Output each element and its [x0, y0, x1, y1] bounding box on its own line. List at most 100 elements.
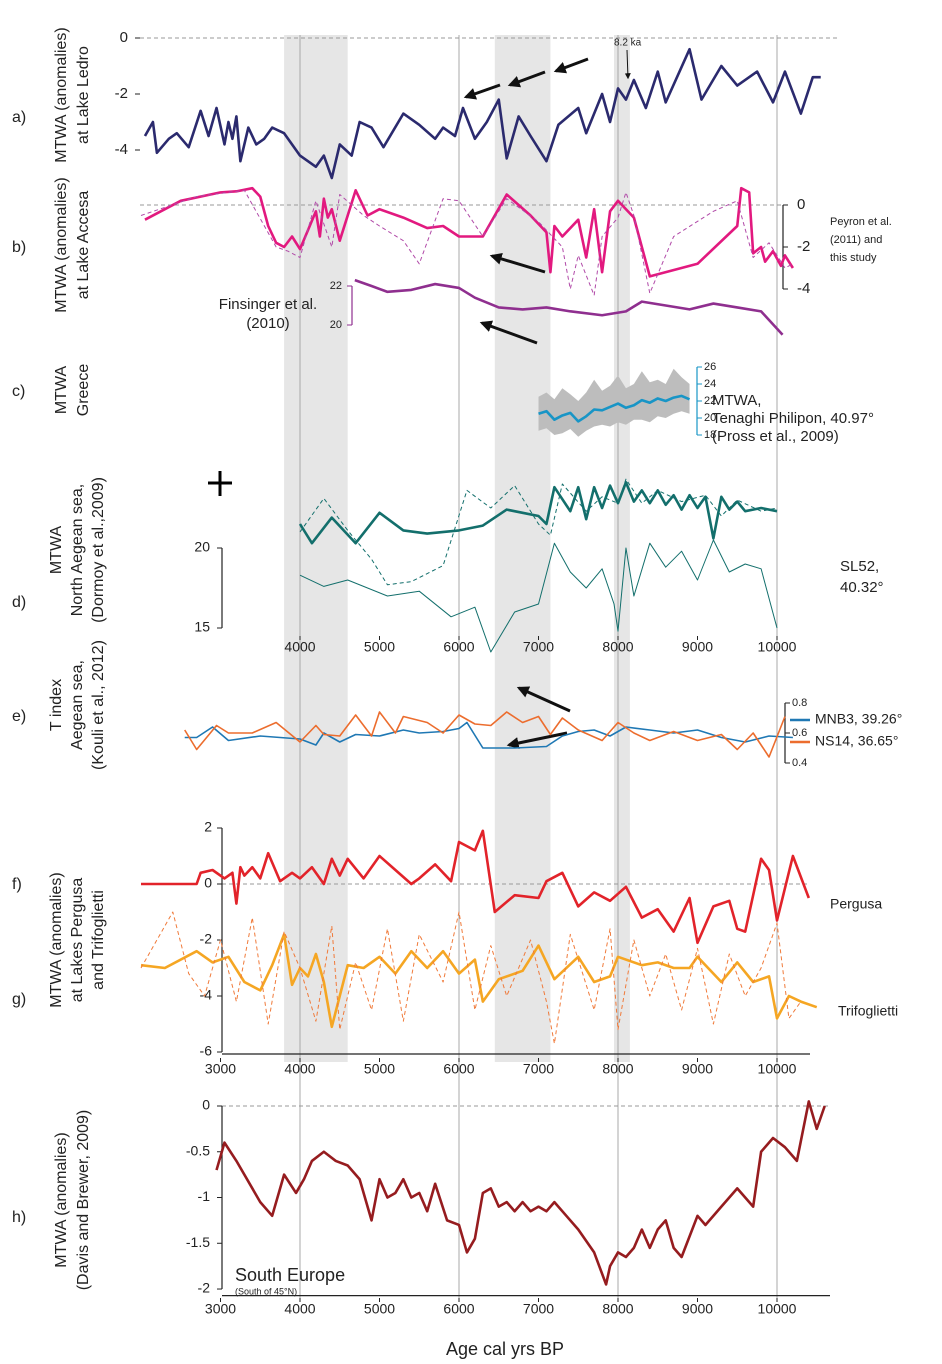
- y-tick-label: 0: [797, 196, 805, 213]
- x-tick-label: 7000: [523, 639, 554, 655]
- y-tick-label: -2: [200, 931, 213, 947]
- annotation: Finsinger et al.: [219, 296, 317, 313]
- x-tick-label: 10000: [758, 1061, 797, 1077]
- shaded-interval: [284, 35, 348, 1062]
- y-tick-label: 0.4: [792, 757, 807, 769]
- shaded-interval: [614, 35, 630, 1062]
- x-tick-label: 3000: [205, 1301, 236, 1317]
- y-axis-label: MTWA (anomalies): [53, 27, 70, 162]
- x-tick-label: 5000: [364, 639, 395, 655]
- annotation: 8.2 ka: [614, 38, 642, 49]
- data-line: [144, 186, 794, 278]
- y-axis-label: Greece: [75, 364, 92, 417]
- x-tick-label: 8000: [602, 639, 633, 655]
- y-tick-label: -0.5: [186, 1142, 210, 1158]
- data-line: [299, 478, 778, 586]
- y-axis-label: MTWA (anomalies): [53, 177, 70, 312]
- panel-label: a): [12, 109, 26, 126]
- series-label: Trifoglietti: [838, 1003, 898, 1019]
- y-tick-label: -1.5: [186, 1234, 210, 1250]
- x-tick-label: 7000: [523, 1061, 554, 1077]
- panel-label: b): [12, 239, 26, 256]
- panel-label: c): [12, 383, 25, 400]
- annotation: Peyron et al.: [830, 216, 892, 228]
- panel-label: f): [12, 876, 22, 893]
- data-line: [143, 47, 821, 180]
- annotation: SL52,: [840, 558, 879, 575]
- y-axis-label: MTWA (anomalies): [53, 1132, 70, 1267]
- y-tick-label: 0.6: [792, 727, 807, 739]
- legend-label: NS14, 36.65°: [815, 733, 898, 749]
- panel-label: g): [12, 991, 26, 1008]
- arrow: [489, 253, 546, 274]
- data-line: [140, 911, 802, 1045]
- y-tick-label: 0: [204, 875, 212, 891]
- y-tick-label: 24: [704, 378, 716, 390]
- arrow: [624, 49, 631, 80]
- data-line: [184, 721, 793, 749]
- y-tick-label: -4: [200, 987, 213, 1003]
- y-axis-label: MTWA: [53, 366, 70, 415]
- y-tick-label: 22: [704, 395, 716, 407]
- y-axis-label: (Davis and Brewer, 2009): [75, 1110, 92, 1291]
- annotation: (Pross et al., 2009): [712, 428, 839, 445]
- annotation: South Europe: [235, 1265, 345, 1285]
- foreground-layer: 0 -2 -4 MTWA (anomalies) at Lake Ledro a) 8.2 …: [12, 27, 902, 1358]
- y-tick-label: 0.8: [792, 697, 807, 709]
- series-label: Pergusa: [830, 896, 882, 912]
- annotation: (South of 45°N): [235, 1286, 297, 1296]
- y-tick-label: 2: [204, 819, 212, 835]
- y-tick-label: -1: [198, 1188, 211, 1204]
- annotation: this study: [830, 252, 877, 264]
- x-tick-label: 9000: [682, 639, 713, 655]
- annotation: 40.32°: [840, 579, 884, 596]
- x-tick-label: 4000: [284, 1301, 315, 1317]
- annotation: Tenaghi Philipon, 40.97°: [712, 410, 874, 427]
- x-tick-label: 6000: [443, 1301, 474, 1317]
- y-axis-label: T index: [48, 679, 65, 731]
- y-tick-label: 20: [194, 539, 210, 555]
- y-axis-label: Aegean sea,: [69, 660, 86, 750]
- data-line: [298, 481, 778, 545]
- data-line: [538, 394, 691, 423]
- y-tick-label: -4: [115, 141, 128, 158]
- annotation: (2011) and: [830, 234, 882, 246]
- x-tick-label: 9000: [682, 1301, 713, 1317]
- y-axis-label: at Lakes Pergusa: [69, 878, 86, 1003]
- background-layer: [140, 35, 840, 1300]
- panel-label: d): [12, 594, 26, 611]
- x-tick-label: 8000: [602, 1061, 633, 1077]
- panel-label: e): [12, 708, 26, 725]
- y-tick-label: 15: [194, 619, 210, 635]
- y-tick-label: -2: [198, 1280, 211, 1296]
- x-tick-label: 9000: [682, 1061, 713, 1077]
- x-tick-label: 8000: [602, 1301, 633, 1317]
- x-tick-label: 4000: [284, 1061, 315, 1077]
- arrow: [507, 70, 546, 88]
- y-axis-label: (Dormoy et al.,2009): [90, 477, 107, 623]
- y-axis-label: (Kouli et al., 2012): [90, 640, 107, 770]
- y-axis-label: at Lake Accesa: [75, 191, 92, 300]
- arrow: [506, 731, 568, 749]
- y-tick-label: 0: [120, 29, 128, 46]
- data-line: [299, 539, 778, 653]
- x-axis-label: Age cal yrs BP: [446, 1339, 564, 1359]
- x-tick-label: 10000: [758, 639, 797, 655]
- arrow: [463, 83, 501, 100]
- y-tick-label: 22: [330, 280, 342, 292]
- annotation: MTWA,: [712, 392, 761, 409]
- y-tick-label: 18: [704, 429, 716, 441]
- shaded-interval: [494, 35, 551, 1062]
- x-tick-label: 6000: [443, 639, 474, 655]
- y-tick-label: -6: [200, 1043, 213, 1059]
- y-axis-label: MTWA: [48, 526, 65, 575]
- y-tick-label: 0: [202, 1097, 210, 1113]
- data-line: [354, 278, 784, 336]
- legend-label: MNB3, 39.26°: [815, 711, 902, 727]
- x-tick-label: 3000: [205, 1061, 236, 1077]
- y-tick-label: -4: [797, 280, 810, 297]
- annotation: (2010): [246, 315, 289, 332]
- arrow: [479, 320, 538, 345]
